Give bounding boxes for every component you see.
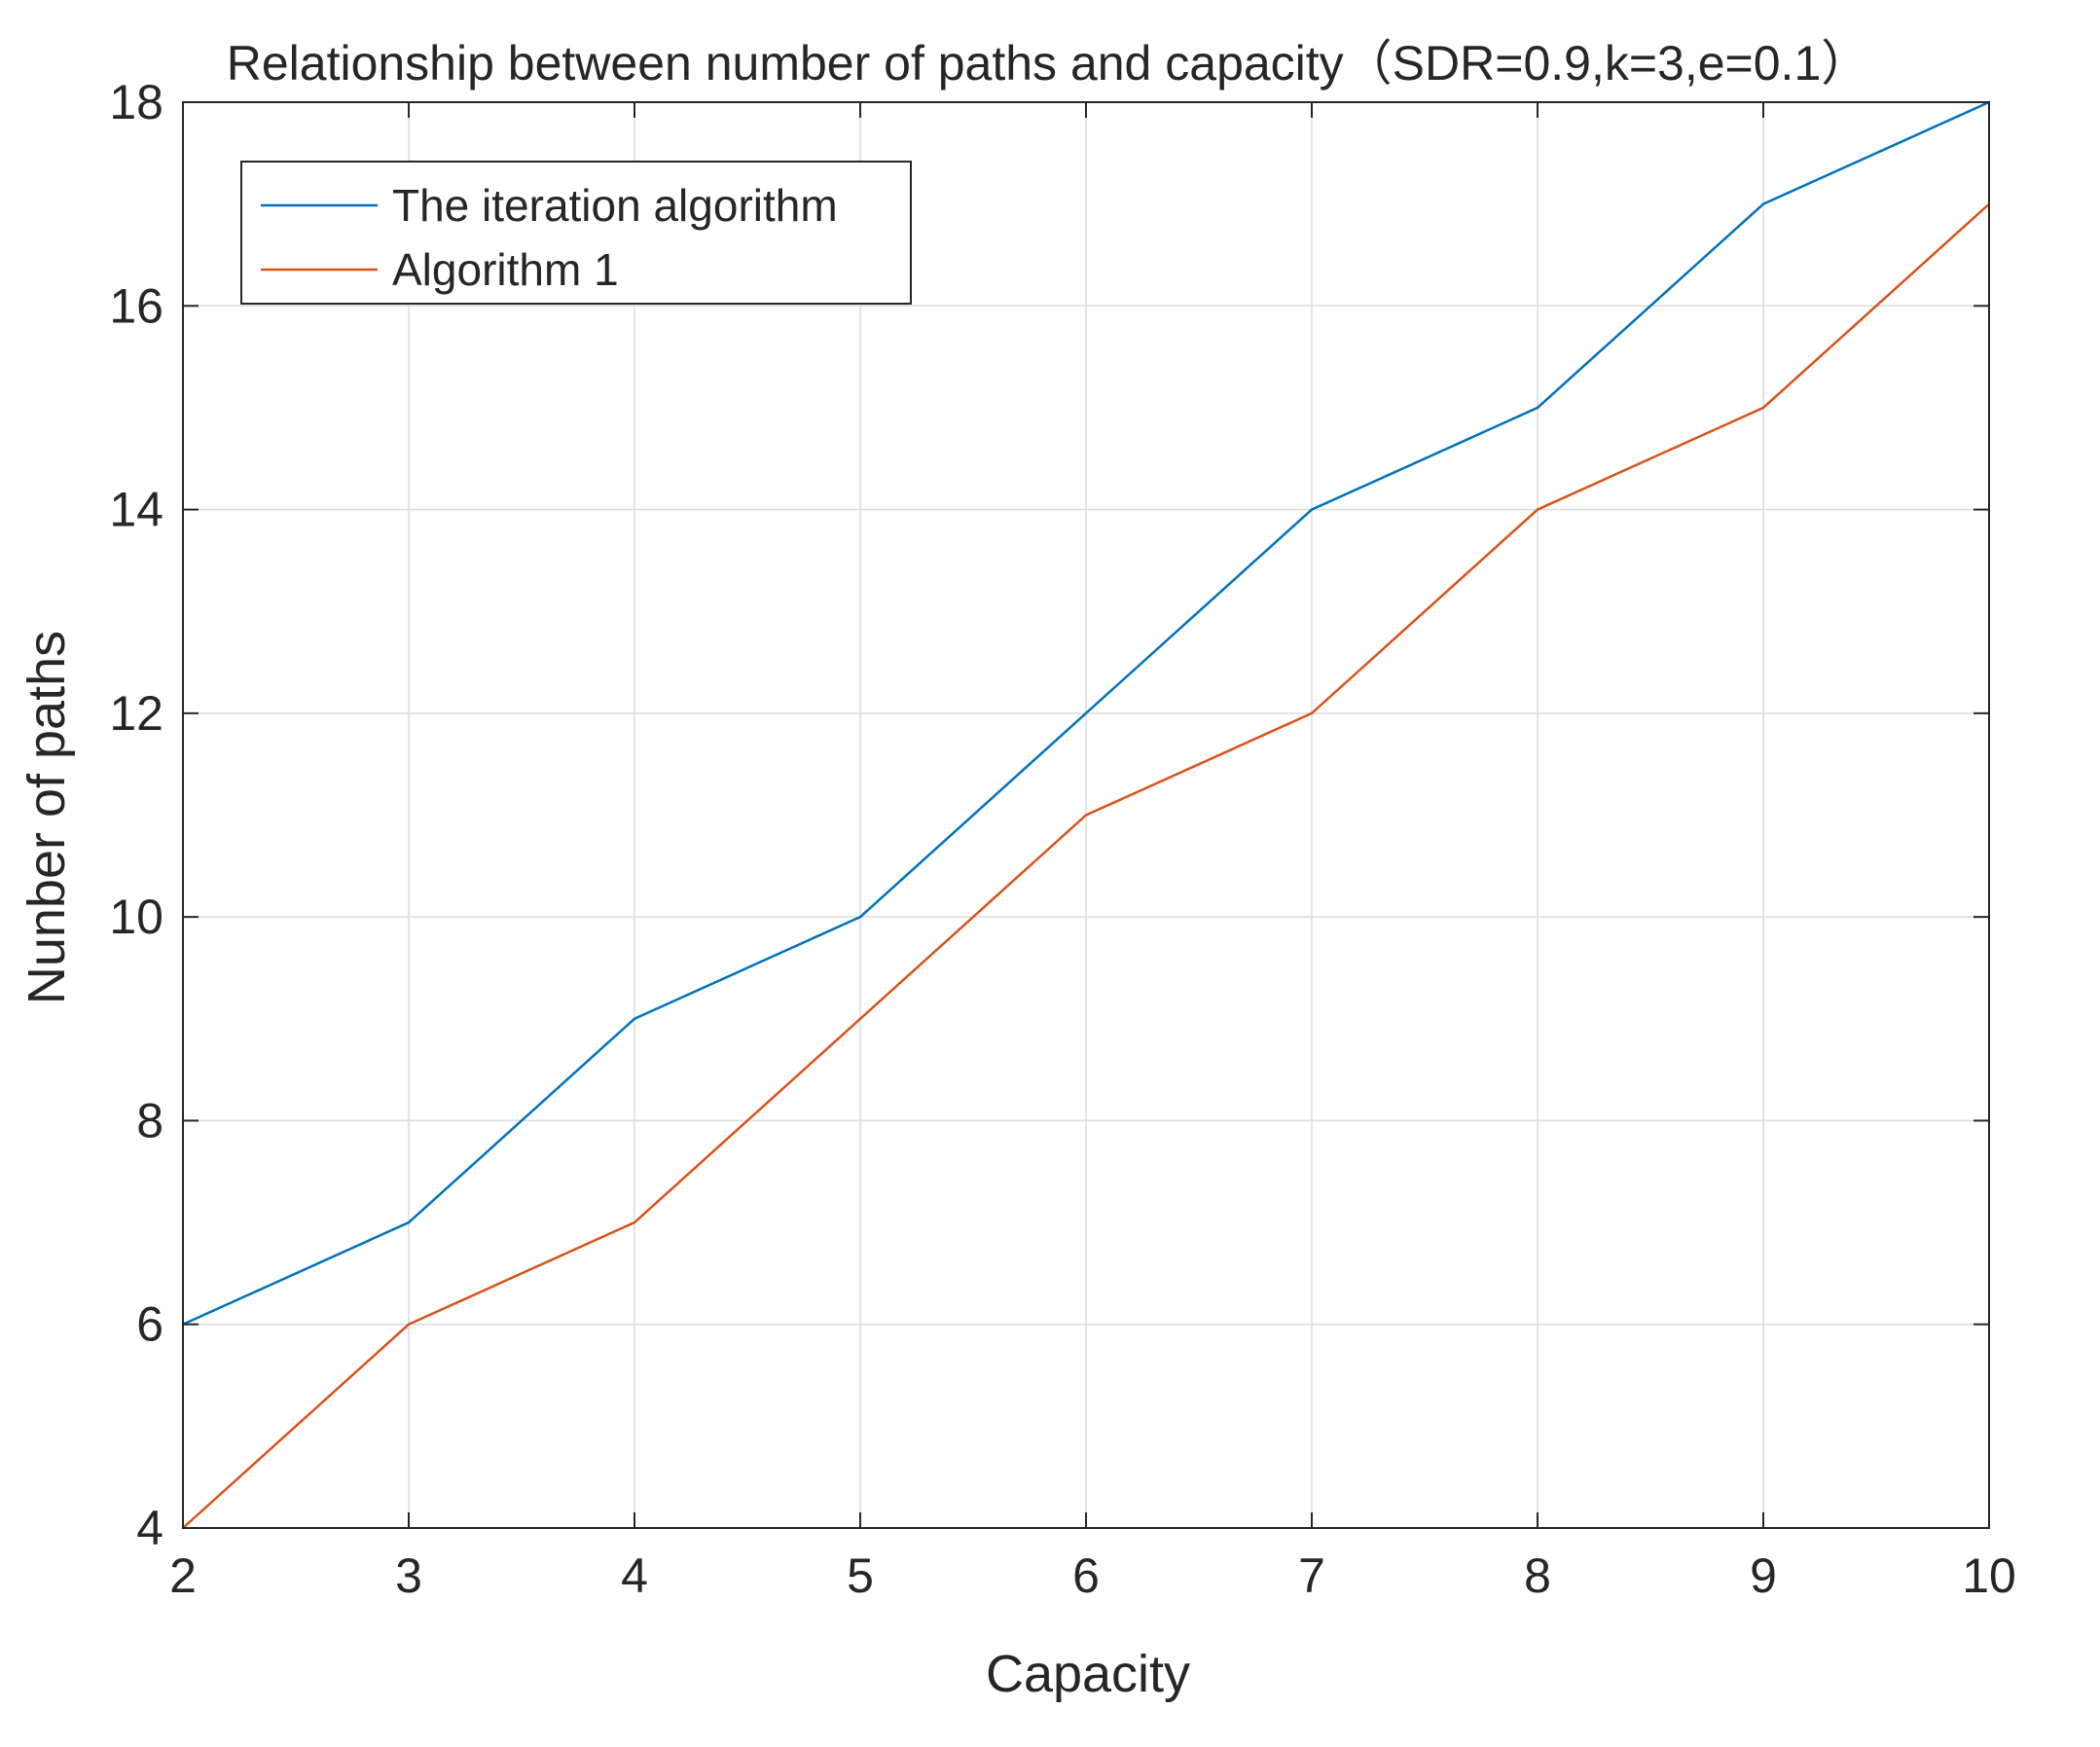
y-tick-label: 12 xyxy=(109,686,163,741)
x-tick-label: 9 xyxy=(1750,1548,1777,1603)
y-tick-label: 16 xyxy=(109,278,163,333)
data-point xyxy=(1761,202,1765,205)
data-point xyxy=(1084,711,1088,715)
data-point xyxy=(1536,508,1539,511)
legend: The iteration algorithm Algorithm 1 xyxy=(240,161,912,305)
x-tick-label: 7 xyxy=(1298,1548,1325,1603)
y-tick-label: 8 xyxy=(136,1093,163,1147)
y-axis-label: Nunber of paths xyxy=(18,631,76,1004)
y-tick-label: 14 xyxy=(109,483,163,537)
data-point xyxy=(407,1323,411,1326)
legend-label: The iteration algorithm xyxy=(392,180,838,231)
chart-title: Relationship between number of paths and… xyxy=(227,36,1870,91)
data-point xyxy=(858,1017,862,1020)
data-point xyxy=(1084,814,1088,817)
x-tick-label: 3 xyxy=(395,1548,422,1603)
y-tick-label: 4 xyxy=(136,1501,163,1555)
data-point xyxy=(858,915,862,919)
data-point xyxy=(1310,711,1314,715)
x-tick-label: 2 xyxy=(169,1548,197,1603)
data-point xyxy=(1761,406,1765,410)
tick-layer: 2 3 4 5 6 7 8 9 10 4 6 8 10 12 14 16 18 xyxy=(109,75,2015,1603)
data-point xyxy=(1310,508,1314,511)
y-tick-label: 6 xyxy=(136,1297,163,1352)
y-tick-label: 18 xyxy=(109,75,163,129)
data-point xyxy=(407,1220,411,1224)
data-point xyxy=(633,1017,636,1020)
y-tick-label: 10 xyxy=(109,890,163,944)
x-tick-label: 10 xyxy=(1962,1548,2016,1603)
data-point xyxy=(1536,406,1539,410)
series-layer xyxy=(181,100,1991,1530)
data-point xyxy=(633,1220,636,1224)
x-tick-label: 8 xyxy=(1524,1548,1551,1603)
x-axis-label: Capacity xyxy=(986,1645,1190,1703)
legend-box xyxy=(240,161,912,305)
x-tick-label: 4 xyxy=(621,1548,648,1603)
legend-label: Algorithm 1 xyxy=(392,244,619,295)
x-tick-label: 6 xyxy=(1072,1548,1100,1603)
x-tick-label: 5 xyxy=(847,1548,874,1603)
